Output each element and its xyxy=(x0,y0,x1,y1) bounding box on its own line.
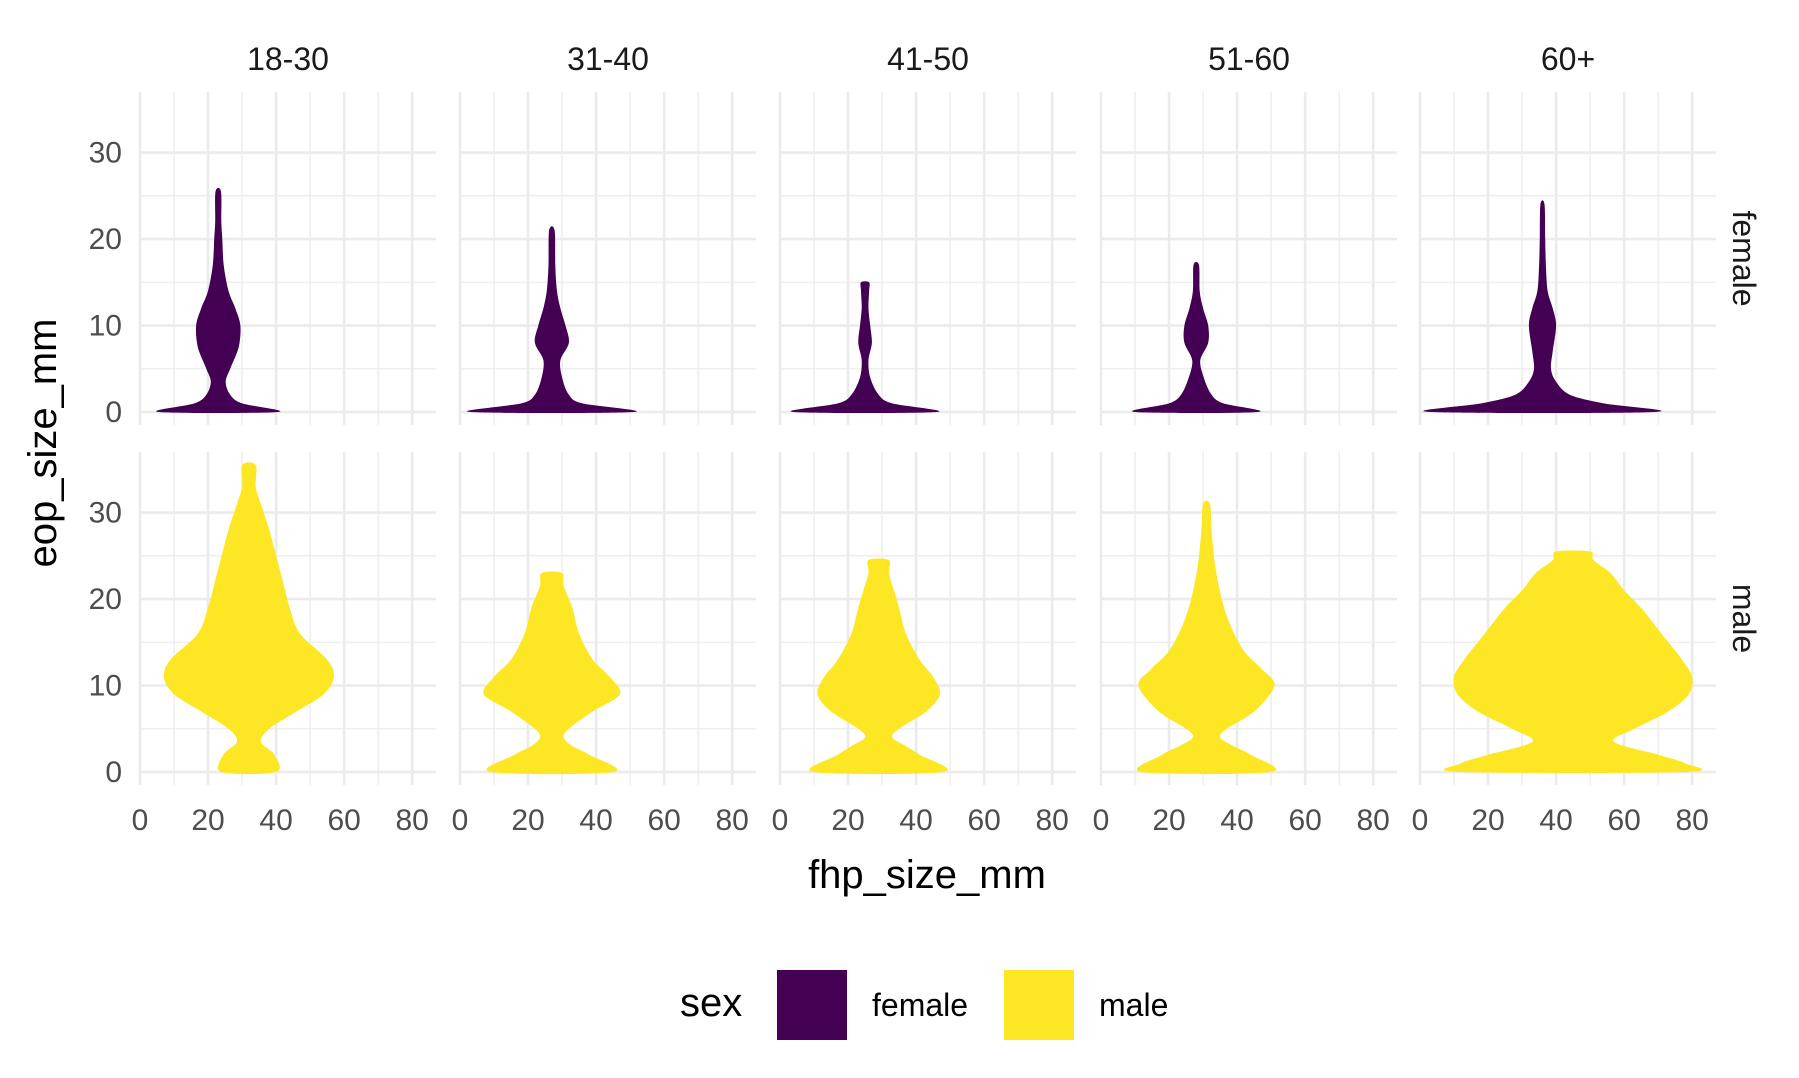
x-tick-label: 80 xyxy=(715,804,748,837)
y-tick-label: 0 xyxy=(105,756,122,789)
panel-51-60-male xyxy=(1099,452,1397,785)
legend: sex female male xyxy=(680,970,1168,1040)
y-tick-label: 20 xyxy=(89,583,122,616)
x-tick-label: 20 xyxy=(511,804,544,837)
x-tick-label: 0 xyxy=(1093,804,1110,837)
violin-41-50-male xyxy=(809,558,948,775)
violin-18-30-male xyxy=(163,462,335,775)
x-tick-label: 80 xyxy=(1356,804,1389,837)
strip-col-31-40: 31-40 xyxy=(567,41,649,77)
violin-18-30-female xyxy=(156,187,281,414)
x-tick-label: 60 xyxy=(967,804,1000,837)
y-tick-label: 0 xyxy=(105,396,122,429)
x-tick-label: 40 xyxy=(899,804,932,837)
y-tick-label: 20 xyxy=(89,223,122,256)
y-tick-label: 30 xyxy=(89,497,122,530)
x-tick-label: 60 xyxy=(1288,804,1321,837)
x-tick-label: 0 xyxy=(772,804,789,837)
strip-col-18-30: 18-30 xyxy=(247,41,329,77)
x-tick-label: 0 xyxy=(452,804,469,837)
y-tick-label: 30 xyxy=(89,137,122,170)
panel-18-30-female xyxy=(138,92,436,425)
panels-layer xyxy=(138,92,1716,785)
y-tick-label: 10 xyxy=(89,310,122,343)
x-tick-label: 40 xyxy=(579,804,612,837)
x-axis-title: fhp_size_mm xyxy=(808,853,1046,897)
x-tick-label: 80 xyxy=(1035,804,1068,837)
facet-strips: 18-30 31-40 41-50 51-60 60+ female male xyxy=(247,41,1762,653)
panel-51-60-female xyxy=(1099,92,1397,425)
x-tick-label: 80 xyxy=(1675,804,1708,837)
y-tick-label: 10 xyxy=(89,670,122,703)
x-tick-label: 40 xyxy=(259,804,292,837)
panel-31-40-female xyxy=(458,92,756,425)
x-tick-label: 20 xyxy=(191,804,224,837)
legend-label-female: female xyxy=(872,987,968,1023)
violin-60+-male xyxy=(1443,550,1703,774)
violin-51-60-female xyxy=(1132,261,1261,414)
violin-51-60-male xyxy=(1136,500,1277,775)
x-tick-label: 20 xyxy=(1152,804,1185,837)
y-axis-title: eop_size_mm xyxy=(21,318,65,567)
strip-col-41-50: 41-50 xyxy=(887,41,969,77)
legend-title: sex xyxy=(680,981,742,1025)
x-tick-label: 60 xyxy=(647,804,680,837)
violin-41-50-female xyxy=(790,281,940,414)
strip-row-female: female xyxy=(1726,210,1762,306)
x-tick-label: 40 xyxy=(1539,804,1572,837)
violin-31-40-female xyxy=(466,226,637,414)
axes-layer: 0 10 20 30 0 10 20 30 0 20 40 60 80 0 20 40 60 80 0 20 40 60 8… xyxy=(89,137,1709,837)
x-tick-label: 60 xyxy=(327,804,360,837)
panel-41-50-male xyxy=(778,452,1076,785)
x-tick-label: 80 xyxy=(395,804,428,837)
x-tick-label: 20 xyxy=(831,804,864,837)
strip-row-male: male xyxy=(1726,584,1762,653)
x-tick-label: 0 xyxy=(132,804,149,837)
x-tick-label: 40 xyxy=(1220,804,1253,837)
x-tick-label: 60 xyxy=(1607,804,1640,837)
strip-col-60+: 60+ xyxy=(1541,41,1595,77)
strip-col-51-60: 51-60 xyxy=(1208,41,1290,77)
legend-swatch-male xyxy=(1004,970,1074,1040)
x-tick-label: 0 xyxy=(1412,804,1429,837)
legend-swatch-female xyxy=(777,970,847,1040)
panel-41-50-female xyxy=(778,92,1076,425)
violin-31-40-male xyxy=(483,571,621,775)
panel-60+-female xyxy=(1418,92,1716,425)
panel-31-40-male xyxy=(458,452,756,785)
legend-label-male: male xyxy=(1099,987,1168,1023)
x-tick-label: 20 xyxy=(1471,804,1504,837)
violin-60+-female xyxy=(1423,200,1662,414)
